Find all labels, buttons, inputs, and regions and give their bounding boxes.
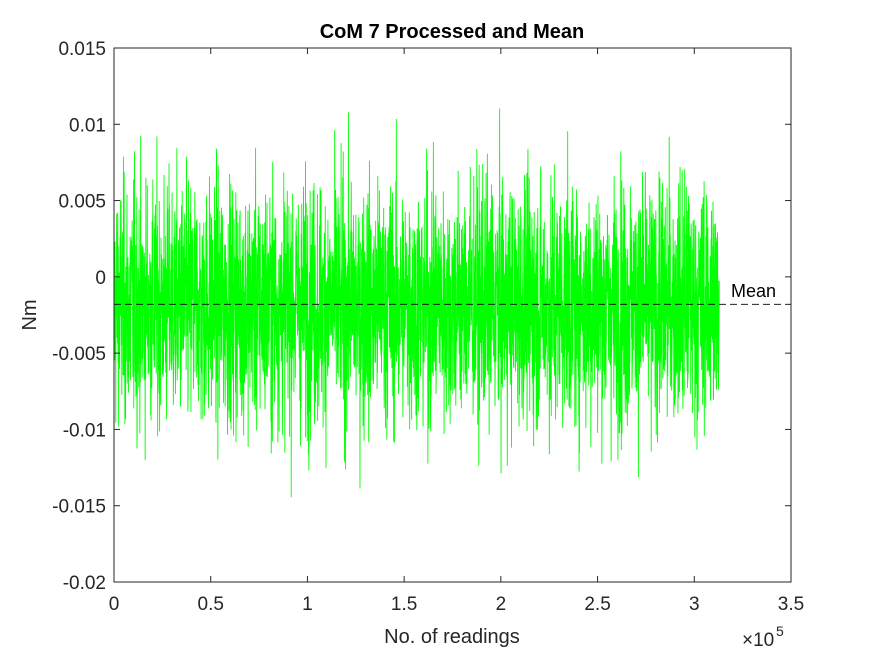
x-tick-label: 3 [689, 594, 700, 615]
chart-title: CoM 7 Processed and Mean [320, 21, 585, 43]
x-tick-label: 0 [109, 594, 120, 615]
series-line [113, 108, 720, 498]
x-tick-label: 2.5 [584, 594, 610, 615]
x-axis-label: No. of readings [384, 626, 520, 648]
x-tick-label: 0.5 [198, 594, 224, 615]
y-tick-label: -0.01 [63, 420, 106, 441]
series-layer [113, 108, 720, 498]
y-tick-label: 0.015 [58, 39, 106, 60]
y-tick-label: 0.005 [58, 192, 106, 213]
ticks-layer: 0 0.5 1 1.5 2 2.5 3 3.5 -0.02 -0.015 -0.01 -0.005 0 0… [52, 39, 804, 615]
x-tick-label: 3.5 [778, 594, 804, 615]
x-tick-label: 1.5 [391, 594, 417, 615]
y-tick-label: 0 [95, 268, 106, 289]
y-tick-label: 0.01 [69, 115, 106, 136]
y-axis-label: Nm [19, 299, 41, 330]
x-exponent-value: 5 [776, 623, 784, 639]
y-tick-label: -0.015 [52, 497, 106, 518]
y-tick-label: -0.02 [63, 573, 106, 594]
x-tick-label: 2 [496, 594, 507, 615]
x-exponent-label: ×10 [742, 630, 774, 651]
plot-area-frame [113, 47, 792, 583]
x-tick-label: 1 [302, 594, 313, 615]
y-tick-label: -0.005 [52, 344, 106, 365]
mean-label: Mean [731, 281, 776, 301]
